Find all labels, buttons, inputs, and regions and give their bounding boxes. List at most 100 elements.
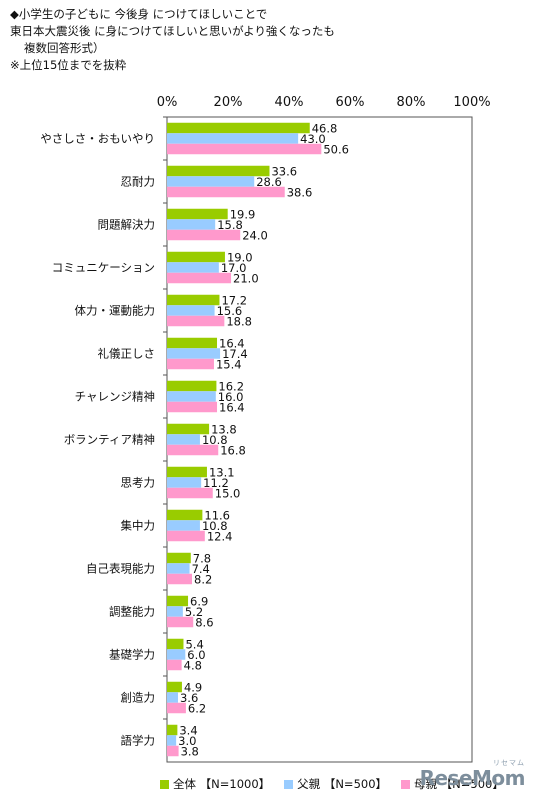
data-label-all: 16.2: [218, 379, 244, 393]
data-label-father: 15.8: [217, 218, 243, 232]
bar-mother: [167, 530, 205, 542]
legend-swatch-father: [284, 779, 294, 789]
data-label-mother: 8.6: [195, 615, 213, 629]
data-label-mother: 15.4: [216, 357, 242, 371]
data-label-all: 17.2: [221, 293, 247, 307]
bar-mother: [167, 444, 219, 456]
bar-father: [167, 262, 219, 273]
bar-all: [167, 638, 184, 650]
x-tick-label: 0%: [157, 95, 178, 110]
category-label: 礼儀正しさ: [98, 347, 156, 361]
bar-father: [167, 176, 255, 187]
data-label-father: 17.0: [221, 261, 247, 275]
category-label: コミュニケーション: [52, 261, 155, 275]
data-label-father: 11.2: [203, 476, 229, 490]
data-label-father: 17.4: [222, 347, 248, 361]
bar-father: [167, 219, 216, 230]
bar-father: [167, 649, 186, 660]
bar-father: [167, 477, 202, 488]
bar-mother: [167, 315, 225, 327]
bar-mother: [167, 272, 232, 284]
legend-item-all: 全体 【N=1000】: [160, 776, 270, 792]
bar-all: [167, 380, 217, 392]
x-tick-label: 60%: [336, 95, 365, 110]
data-label-mother: 16.8: [220, 443, 246, 457]
bar-mother: [167, 229, 241, 241]
data-label-all: 13.1: [209, 465, 235, 479]
data-label-mother: 12.4: [207, 529, 233, 543]
bar-father: [167, 348, 221, 359]
bar-father: [167, 434, 200, 445]
legend-item-mother: 母親 【N=500】: [401, 776, 504, 792]
data-label-all: 6.9: [190, 594, 208, 608]
data-label-father: 15.6: [217, 304, 243, 318]
category-label: 集中力: [121, 519, 156, 533]
bar-father: [167, 305, 215, 316]
legend-swatch-all: [160, 779, 169, 789]
data-label-all: 33.6: [271, 164, 297, 178]
data-label-father: 16.0: [218, 390, 244, 404]
category-label: 自己表現能力: [86, 562, 155, 576]
data-label-mother: 3.8: [181, 744, 199, 758]
data-label-all: 5.4: [185, 637, 203, 651]
bar-all: [167, 466, 207, 478]
bar-all: [167, 208, 228, 220]
bar-all: [167, 122, 310, 134]
data-label-mother: 8.2: [194, 572, 212, 586]
data-label-all: 13.8: [211, 422, 237, 436]
bar-father: [167, 692, 178, 703]
bar-mother: [167, 573, 193, 585]
bar-father: [167, 735, 177, 746]
bar-father: [167, 563, 190, 574]
category-label: 基礎学力: [109, 648, 155, 662]
watermark-logo: ReseMom: [419, 766, 526, 790]
watermark-kana: リセマム: [493, 759, 525, 767]
header-line-2: 東日本大震災後 に身につけてほしいと思いがより強くなったも: [10, 24, 335, 38]
bar-father: [167, 520, 200, 531]
legend-item-father: 父親 【N=500】: [284, 776, 387, 792]
bar-all: [167, 423, 210, 435]
legend-label-all: 全体 【N=1000】: [173, 777, 271, 791]
data-label-father: 10.8: [202, 433, 228, 447]
data-label-all: 3.4: [179, 723, 197, 737]
data-label-all: 19.9: [230, 207, 256, 221]
bar-all: [167, 552, 191, 564]
category-label: 創造力: [121, 691, 156, 705]
data-label-all: 11.6: [204, 508, 230, 522]
x-tick-label: 100%: [453, 95, 490, 110]
bar-mother: [167, 401, 218, 413]
bar-all: [167, 337, 218, 349]
data-label-mother: 6.2: [188, 701, 206, 715]
data-label-mother: 24.0: [242, 228, 268, 242]
data-label-mother: 18.8: [226, 314, 252, 328]
legend-label-mother: 母親 【N=500】: [414, 777, 504, 791]
bar-all: [167, 681, 182, 693]
bar-all: [167, 294, 220, 306]
bar-mother: [167, 616, 194, 628]
bar-father: [167, 606, 183, 617]
bar-father: [167, 133, 299, 144]
bar-mother: [167, 487, 213, 499]
bar-mother: [167, 186, 285, 198]
x-tick-label: 80%: [397, 95, 426, 110]
data-label-father: 5.2: [185, 605, 203, 619]
bar-mother: [167, 745, 179, 757]
bar-all: [167, 251, 225, 263]
data-label-mother: 4.8: [184, 658, 202, 672]
bar-mother: [167, 702, 186, 714]
category-label: 語学力: [121, 734, 156, 748]
legend-label-father: 父親 【N=500】: [297, 777, 388, 791]
header-line-3: 複数回答形式）: [24, 41, 105, 55]
data-label-all: 46.8: [312, 121, 338, 135]
data-label-father: 43.0: [300, 132, 326, 146]
data-label-mother: 15.0: [215, 486, 241, 500]
data-label-father: 7.4: [192, 562, 210, 576]
category-label: 忍耐力: [121, 175, 156, 189]
category-label: ボランティア精神: [64, 433, 155, 447]
bar-mother: [167, 143, 322, 155]
data-label-father: 3.6: [180, 691, 198, 705]
data-label-mother: 50.6: [323, 142, 349, 156]
bar-all: [167, 724, 178, 736]
data-label-mother: 38.6: [287, 185, 313, 199]
resemom-watermark: リセマム ReseMom: [419, 758, 526, 790]
